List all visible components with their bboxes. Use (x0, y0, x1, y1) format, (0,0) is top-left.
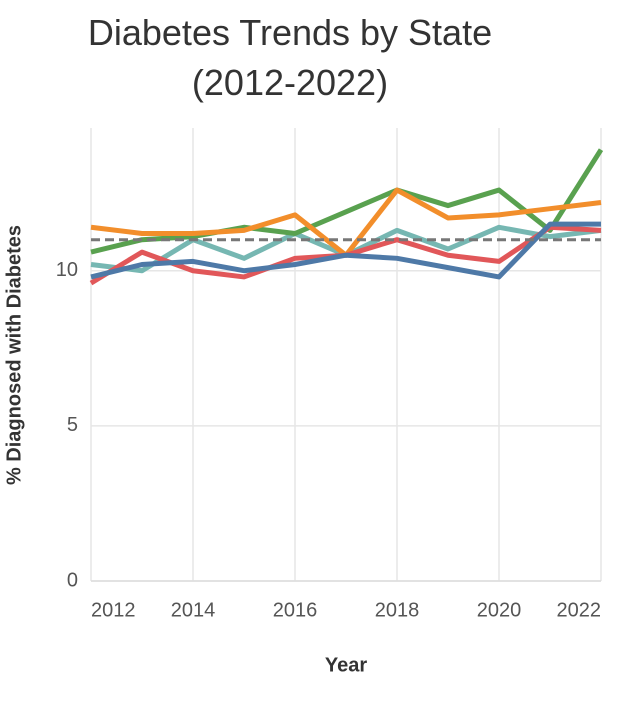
series-line (90, 148, 604, 255)
x-tick-label: 2012 (91, 599, 136, 621)
series-line (90, 221, 601, 280)
y-tick-label: 5 (67, 414, 78, 436)
x-tick-label: 2016 (273, 599, 318, 621)
x-tick-label: 2018 (375, 599, 420, 621)
y-tick-label: 0 (67, 569, 78, 591)
x-tick-label: 2022 (557, 599, 602, 621)
x-tick-label: 2014 (171, 599, 216, 621)
x-tick-label: 2020 (477, 599, 522, 621)
x-axis-label: Year (325, 654, 367, 676)
chart-title: Diabetes Trends by State (2012-2022) (87, 12, 493, 103)
y-axis-label: % Diagnosed with Diabetes (3, 225, 25, 485)
y-tick-label: 10 (56, 259, 78, 281)
